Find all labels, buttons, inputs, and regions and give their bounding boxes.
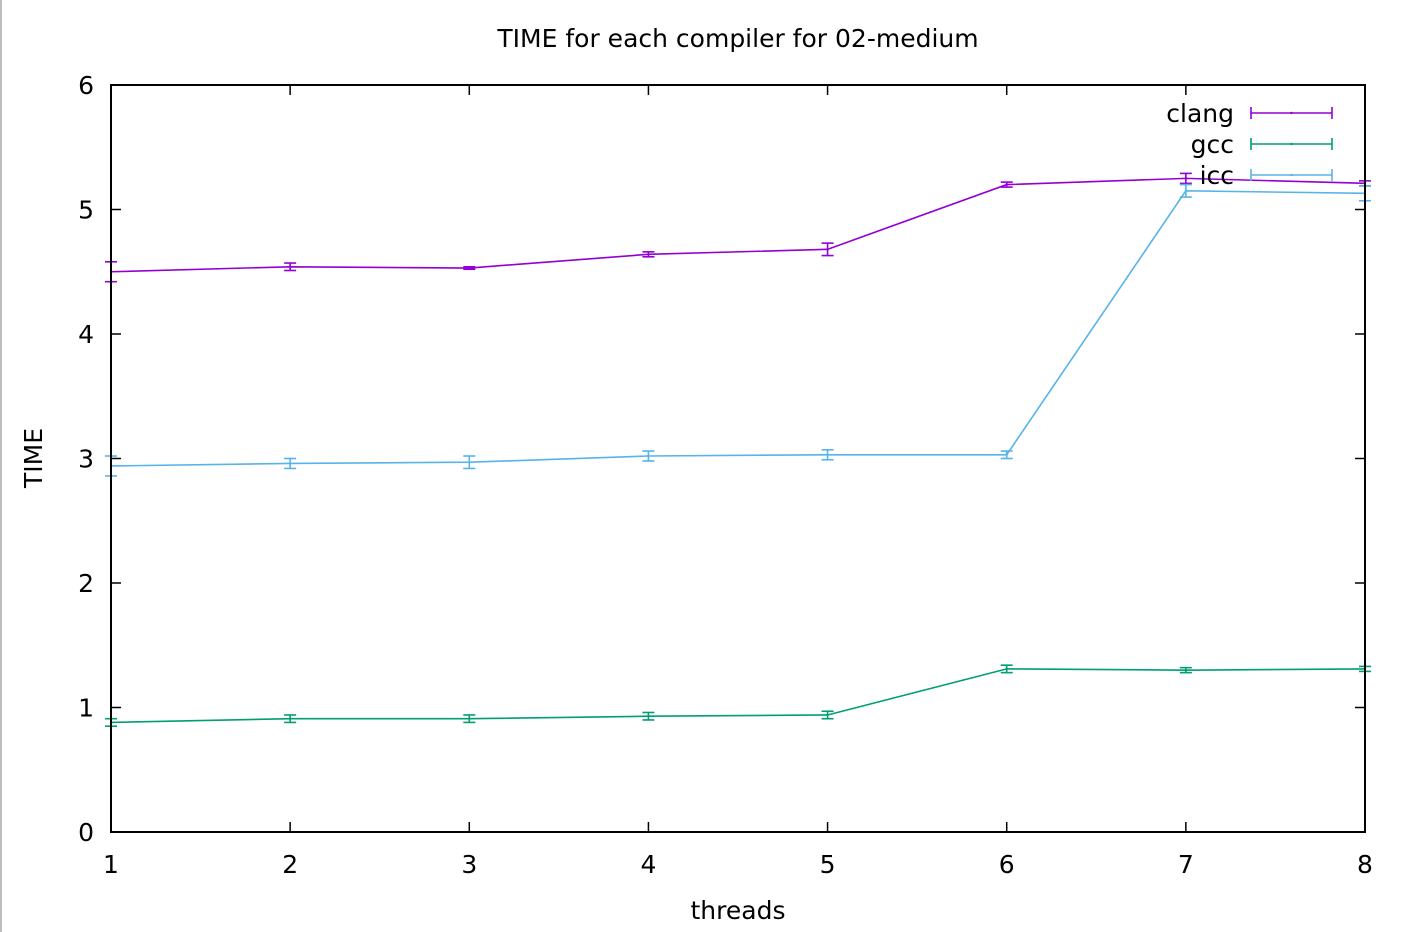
data-point (1184, 189, 1188, 193)
legend-label: gcc (1191, 130, 1234, 159)
y-tick-label: 5 (78, 196, 94, 225)
data-point (468, 266, 471, 270)
data-point (826, 453, 829, 456)
y-tick-label: 2 (78, 569, 94, 598)
plot-frame (110, 84, 1366, 833)
error-bar (284, 457, 297, 470)
data-point (468, 717, 471, 720)
legend-swatch-point (1290, 142, 1293, 146)
series-icc (105, 183, 1371, 477)
x-tick-label: 1 (103, 850, 119, 879)
x-tick-label: 2 (282, 850, 298, 879)
data-point (468, 461, 471, 464)
x-tick-label: 8 (1357, 850, 1373, 879)
error-bar (642, 711, 655, 721)
data-point (288, 265, 292, 268)
error-bar (1179, 172, 1192, 185)
error-bar (284, 714, 297, 724)
legend-label: icc (1200, 161, 1234, 190)
x-tick-label: 6 (999, 850, 1015, 879)
error-bar (821, 448, 834, 461)
x-tick-label: 5 (820, 850, 836, 879)
error-bar (1179, 666, 1192, 674)
y-tick-label: 6 (78, 71, 94, 100)
error-bar (1000, 664, 1013, 674)
legend-item-clang: clang (1166, 99, 1333, 128)
error-bar (463, 455, 476, 470)
error-bar (1000, 181, 1013, 188)
error-bar (1000, 450, 1013, 460)
series-clang (105, 172, 1371, 283)
y-tick-label: 0 (78, 818, 94, 847)
y-tick-label: 4 (78, 320, 94, 349)
error-bar (642, 450, 655, 462)
legend-item-icc: icc (1200, 161, 1333, 190)
data-point (288, 717, 292, 720)
error-bar (1179, 183, 1192, 198)
series-line-icc (110, 190, 1366, 467)
error-bar (284, 262, 297, 272)
data-point (1005, 453, 1008, 456)
series-line-clang (110, 177, 1366, 273)
error-bar (463, 714, 476, 724)
data-point (1184, 177, 1188, 180)
data-point (288, 462, 292, 465)
data-point (1005, 183, 1008, 186)
data-point (826, 248, 829, 251)
x-axis-label: threads (691, 896, 786, 925)
error-bar (821, 710, 834, 720)
data-point (1005, 667, 1008, 671)
data-point (647, 715, 650, 718)
y-tick-label: 3 (78, 445, 94, 474)
error-bar (642, 251, 655, 258)
legend-label: clang (1166, 99, 1234, 128)
data-point (647, 454, 650, 458)
data-point (826, 713, 829, 717)
legend-swatch-point (1290, 111, 1293, 115)
x-tick-label: 4 (640, 850, 656, 879)
error-bar (821, 242, 834, 257)
x-tick-label: 3 (461, 850, 477, 879)
error-bar (463, 265, 476, 271)
chart-title: TIME for each compiler for 02-medium (496, 24, 978, 53)
data-point (647, 253, 650, 256)
x-tick-label: 7 (1178, 850, 1194, 879)
y-tick-label: 1 (78, 694, 94, 723)
legend-item-gcc: gcc (1191, 130, 1333, 159)
y-axis-label: TIME (19, 428, 48, 489)
legend-swatch-point (1290, 173, 1293, 177)
series-layer (105, 172, 1371, 727)
data-point (1184, 668, 1188, 672)
window-edge (0, 0, 2, 932)
series-line-gcc (110, 668, 1366, 724)
series-gcc (105, 664, 1371, 727)
